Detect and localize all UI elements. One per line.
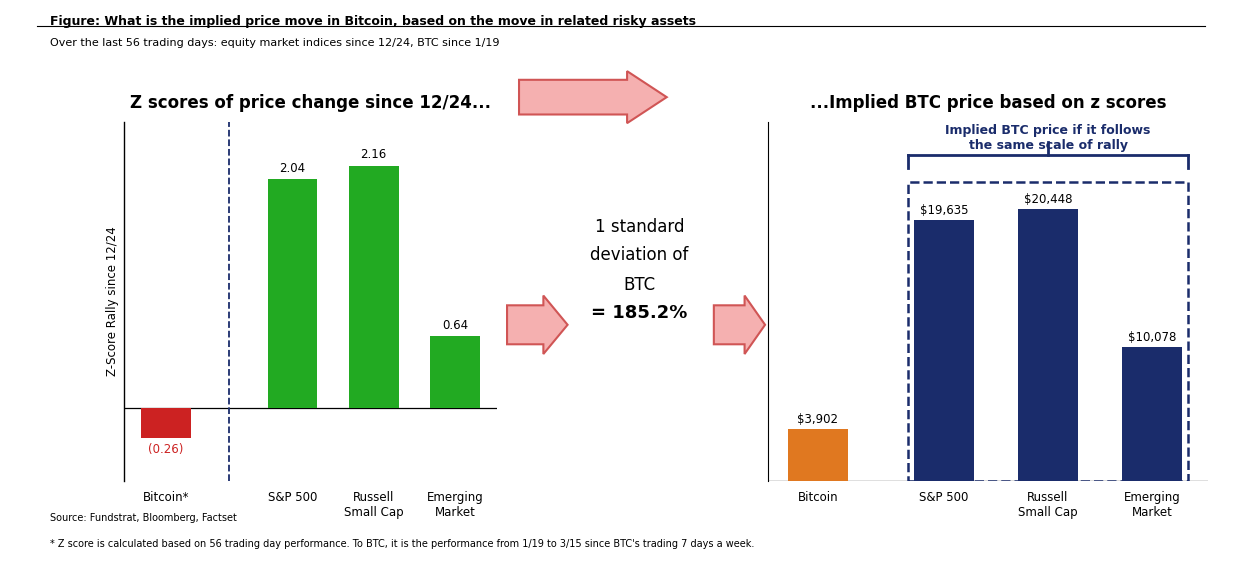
Text: = 185.2%: = 185.2% [591,304,688,322]
Text: 0.64: 0.64 [442,319,468,332]
Bar [1122,347,1182,481]
Text: Implied BTC price if it follows
the same scale of rally: Implied BTC price if it follows the same… [945,125,1151,153]
Text: $20,448: $20,448 [1023,193,1072,206]
Text: $3,902: $3,902 [797,413,838,426]
Text: BTC: BTC [623,276,656,293]
Text: (0.26): (0.26) [148,443,184,456]
Title: ...Implied BTC price based on z scores: ...Implied BTC price based on z scores [810,94,1166,112]
Bar [142,408,191,437]
FancyArrow shape [714,296,765,354]
Text: deviation of: deviation of [590,246,689,264]
FancyArrow shape [519,71,667,123]
Text: 2.16: 2.16 [360,148,386,161]
Text: $10,078: $10,078 [1128,331,1176,344]
Text: 2.04: 2.04 [279,162,306,175]
FancyArrow shape [507,296,568,354]
Bar [267,179,317,408]
Bar [908,182,1189,481]
Title: Z scores of price change since 12/24...: Z scores of price change since 12/24... [130,94,491,112]
Bar [349,166,399,408]
Text: Figure: What is the implied price move in Bitcoin, based on the move in related : Figure: What is the implied price move i… [50,14,696,27]
Bar [1018,209,1078,481]
Text: Over the last 56 trading days: equity market indices since 12/24, BTC since 1/19: Over the last 56 trading days: equity ma… [50,38,499,48]
Bar [914,220,974,481]
Y-axis label: Z-Score Rally since 12/24: Z-Score Rally since 12/24 [106,227,119,376]
Text: 1 standard: 1 standard [595,218,684,235]
Text: Source: Fundstrat, Bloomberg, Factset: Source: Fundstrat, Bloomberg, Factset [50,513,236,523]
Text: $19,635: $19,635 [919,204,968,216]
Text: * Z score is calculated based on 56 trading day performance. To BTC, it is the p: * Z score is calculated based on 56 trad… [50,539,754,549]
Bar [430,336,479,408]
Bar [787,429,848,481]
